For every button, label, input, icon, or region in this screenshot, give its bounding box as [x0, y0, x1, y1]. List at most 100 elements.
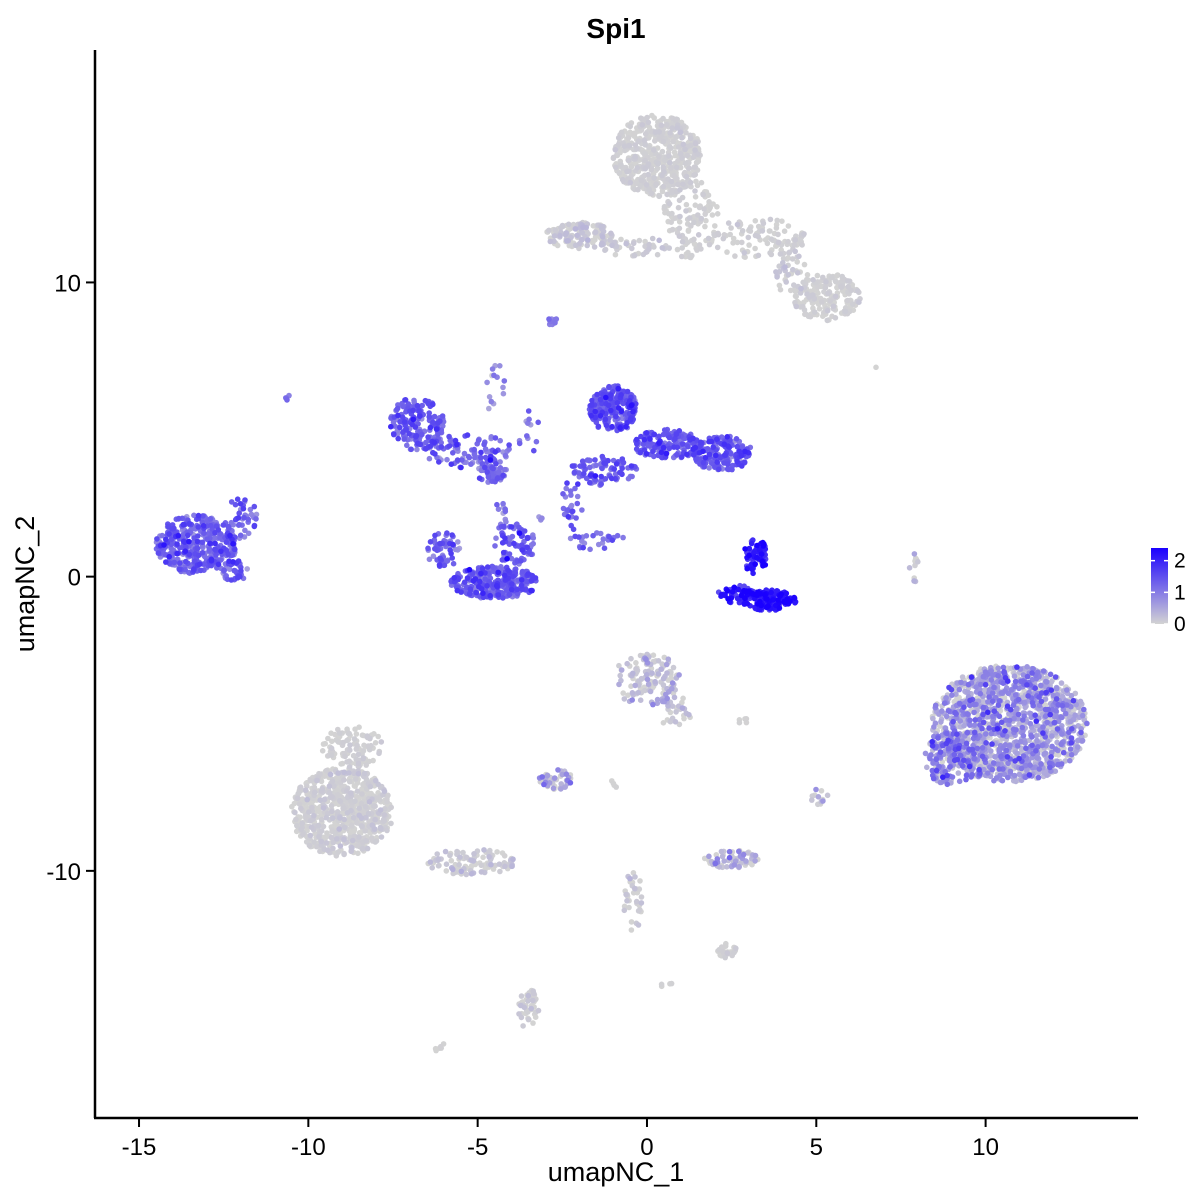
data-point	[825, 290, 831, 297]
data-point	[990, 760, 997, 766]
data-point	[849, 301, 856, 307]
data-point	[995, 702, 1002, 708]
data-point	[355, 760, 362, 767]
data-point	[359, 791, 365, 797]
data-point	[327, 771, 334, 778]
data-point	[354, 820, 360, 826]
data-point	[647, 688, 654, 695]
data-point	[362, 828, 369, 834]
data-point	[320, 741, 327, 747]
data-point	[752, 858, 758, 864]
data-point	[638, 177, 645, 184]
data-point	[724, 864, 730, 870]
data-point	[642, 238, 648, 245]
data-point	[501, 378, 508, 384]
data-point	[992, 754, 998, 760]
data-point	[930, 775, 937, 782]
data-point	[367, 735, 373, 742]
data-point	[752, 245, 758, 252]
data-point	[328, 834, 335, 841]
data-point	[341, 824, 348, 831]
data-point	[989, 698, 996, 704]
data-point	[1047, 764, 1053, 771]
data-point	[472, 454, 478, 461]
data-point	[337, 843, 344, 849]
data-point	[683, 129, 689, 136]
data-point	[367, 783, 374, 790]
data-point	[358, 823, 365, 829]
data-point	[638, 675, 645, 682]
data-point	[362, 804, 369, 810]
data-point	[1067, 718, 1074, 725]
data-point	[631, 130, 637, 137]
data-point	[665, 656, 672, 662]
data-point	[645, 171, 652, 178]
data-point	[655, 671, 662, 677]
data-point	[298, 805, 304, 812]
data-point	[989, 672, 996, 678]
data-point	[525, 1016, 532, 1023]
data-point	[643, 656, 649, 663]
data-point	[733, 945, 739, 952]
data-point	[502, 452, 509, 459]
data-point	[341, 805, 347, 812]
data-point	[1012, 692, 1019, 698]
data-point	[728, 225, 734, 231]
data-point	[663, 122, 670, 128]
data-point	[1033, 748, 1039, 754]
data-point	[329, 808, 335, 815]
data-point	[767, 228, 773, 234]
data-point	[967, 717, 973, 724]
data-point	[302, 787, 309, 793]
data-point	[450, 560, 457, 567]
data-point	[355, 751, 362, 758]
data-point	[668, 219, 674, 225]
data-point	[1020, 732, 1027, 739]
data-point	[437, 1043, 444, 1050]
data-point	[760, 220, 767, 227]
data-point	[616, 662, 622, 669]
data-point	[1027, 720, 1034, 727]
data-point	[639, 122, 646, 128]
data-point	[698, 179, 705, 186]
data-point	[673, 709, 679, 715]
data-point	[632, 885, 638, 892]
data-point	[325, 847, 331, 853]
data-point	[965, 681, 972, 688]
data-point	[786, 249, 793, 256]
data-point	[632, 682, 638, 689]
data-point	[361, 742, 367, 749]
data-point	[842, 308, 849, 315]
data-point	[672, 152, 679, 159]
data-point	[773, 225, 780, 231]
data-point	[854, 288, 861, 294]
data-point	[649, 670, 655, 676]
data-point	[818, 788, 825, 794]
data-point	[284, 397, 290, 403]
data-point	[680, 181, 686, 187]
data-point	[799, 242, 805, 248]
data-point	[353, 776, 359, 782]
data-point	[1018, 765, 1025, 772]
data-point	[455, 539, 461, 545]
data-point	[698, 215, 705, 222]
data-point	[346, 817, 352, 823]
data-point	[1003, 747, 1010, 754]
data-point	[967, 722, 973, 728]
data-point	[631, 252, 638, 259]
data-point	[660, 138, 667, 145]
data-point	[346, 764, 353, 770]
data-point	[779, 218, 785, 224]
data-point	[684, 152, 690, 159]
data-point	[306, 842, 313, 849]
data-point	[638, 894, 645, 900]
scatter-points	[153, 112, 1090, 1054]
data-point	[294, 795, 301, 802]
data-point	[776, 282, 783, 289]
data-point	[672, 117, 679, 123]
data-point	[725, 220, 732, 226]
data-point	[620, 690, 626, 696]
data-point	[629, 690, 636, 696]
data-point	[328, 745, 335, 752]
data-point	[427, 859, 434, 865]
